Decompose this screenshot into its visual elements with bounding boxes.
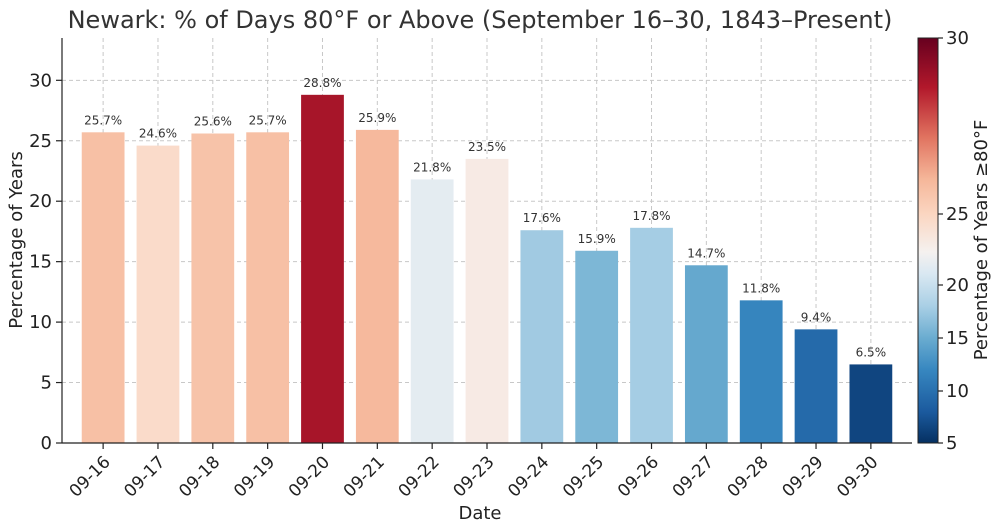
colorbar-tick-label: 5 [946, 433, 957, 454]
x-tick-label-09-19: 09-19 [230, 452, 279, 501]
x-tick-label-09-23: 09-23 [449, 452, 498, 501]
x-tick-label-09-20: 09-20 [285, 452, 334, 501]
x-tick-label-09-30: 09-30 [833, 452, 882, 501]
data-label-09-25: 15.9% [578, 232, 616, 246]
data-label-09-26: 17.8% [632, 209, 670, 223]
x-tick-label-09-22: 09-22 [395, 452, 444, 501]
data-label-09-23: 23.5% [468, 140, 506, 154]
colorbar-tick-label: 15 [946, 328, 969, 349]
data-label-09-21: 25.9% [358, 111, 396, 125]
data-label-09-19: 25.7% [249, 113, 287, 127]
bar-09-18 [191, 133, 235, 444]
x-tick-label-09-24: 09-24 [504, 452, 553, 501]
y-tick-label: 5 [41, 373, 52, 394]
data-label-09-18: 25.6% [194, 115, 232, 129]
data-labels-layer: 25.7% 24.6% 25.6% 25.7% 28.8% 25.9% 21.8% 23.5%… [84, 76, 886, 360]
bar-09-26 [630, 227, 673, 443]
y-tick-label: 15 [29, 252, 52, 273]
data-label-09-17: 24.6% [139, 127, 177, 141]
x-tick-label-09-25: 09-25 [559, 452, 608, 501]
bar-09-25 [575, 250, 619, 443]
x-tick-label-09-18: 09-18 [175, 452, 224, 501]
data-label-09-30: 6.5% [856, 345, 887, 359]
bar-09-19 [246, 132, 290, 443]
colorbar-tick-label: 20 [946, 275, 969, 296]
bar-09-24 [520, 230, 564, 443]
y-axis-label: Percentage of Years [6, 151, 27, 329]
y-tick-label: 10 [29, 312, 52, 333]
bar-09-16 [81, 132, 125, 443]
colorbar-gradient [917, 37, 939, 444]
bar-09-17 [136, 145, 180, 443]
x-tick-label-09-27: 09-27 [669, 452, 718, 501]
bar-09-30 [849, 364, 893, 443]
x-tick-label-09-29: 09-29 [778, 452, 827, 501]
data-label-09-24: 17.6% [523, 211, 561, 225]
colorbar-label: Percentage of Years ≥80°F [971, 120, 992, 361]
colorbar: 5 10 15 20 25 30 [917, 28, 969, 454]
data-label-09-20: 28.8% [303, 76, 341, 90]
x-tick-label-09-21: 09-21 [340, 452, 389, 501]
x-tick-label-09-28: 09-28 [724, 452, 773, 501]
bar-09-27 [684, 265, 728, 443]
y-tick-label: 0 [41, 433, 52, 454]
x-tick-label-09-26: 09-26 [614, 452, 663, 501]
colorbar-tick-label: 30 [946, 28, 969, 49]
bar-09-23 [465, 158, 509, 444]
x-axis-label: Date [458, 503, 501, 524]
bars-layer [81, 94, 893, 444]
y-tick-label: 25 [29, 131, 52, 152]
data-label-09-22: 21.8% [413, 160, 451, 174]
y-tick-label: 30 [29, 70, 52, 91]
x-tick-label-09-17: 09-17 [120, 452, 169, 501]
colorbar-tick-label: 25 [946, 204, 969, 225]
bar-09-20 [301, 94, 344, 443]
data-label-09-29: 9.4% [801, 310, 832, 324]
bar-09-28 [739, 300, 783, 443]
bar-09-21 [355, 129, 399, 443]
y-tick-label: 20 [29, 191, 52, 212]
data-label-09-27: 14.7% [687, 246, 725, 260]
data-label-09-28: 11.8% [742, 281, 780, 295]
x-tick-label-09-16: 09-16 [66, 452, 115, 501]
chart-title: Newark: % of Days 80°F or Above (Septemb… [68, 6, 893, 34]
data-label-09-16: 25.7% [84, 113, 122, 127]
colorbar-tick-label: 10 [946, 381, 969, 402]
bar-09-29 [794, 329, 838, 443]
bar-09-22 [410, 179, 454, 443]
